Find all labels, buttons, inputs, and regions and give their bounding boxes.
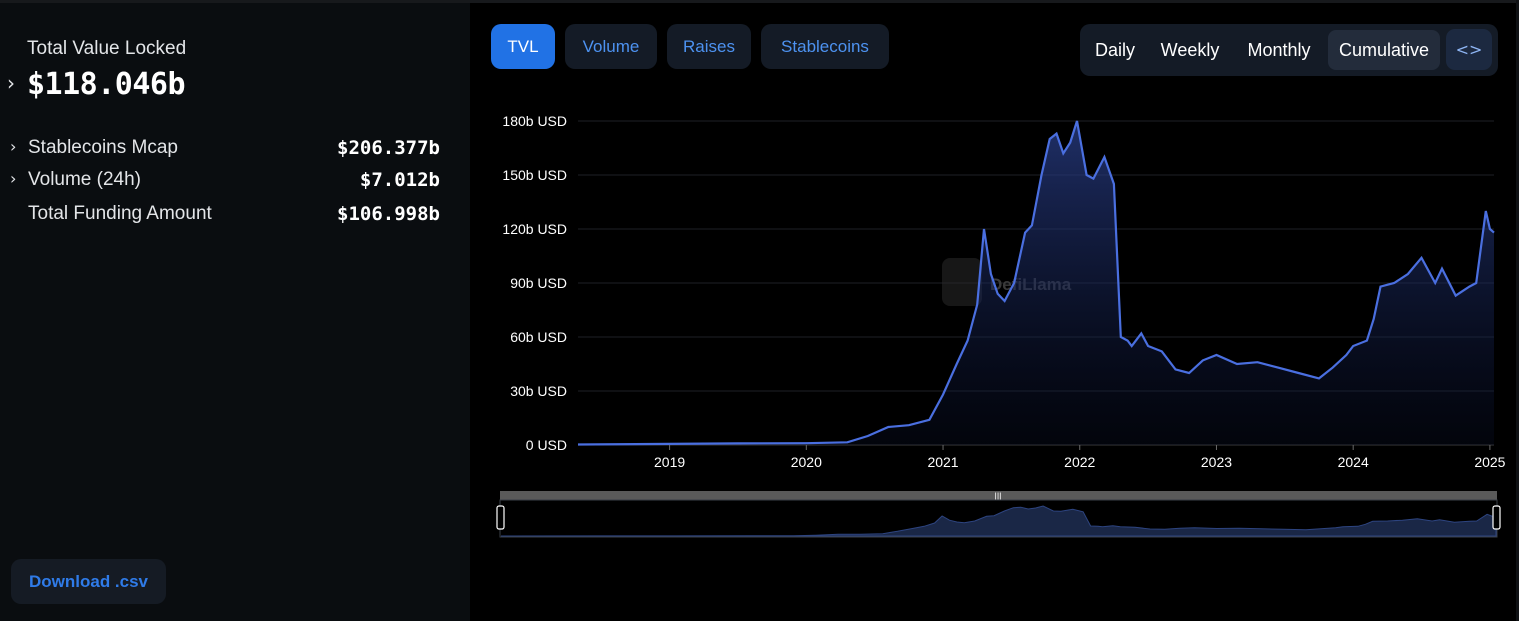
x-tick-label: 2024 <box>1338 454 1369 470</box>
tab-tvl[interactable]: TVL <box>491 24 555 69</box>
metric-label: Stablecoins Mcap <box>28 137 178 158</box>
x-tick-label: 2021 <box>927 454 958 470</box>
metric-row-stablecoins[interactable]: › Stablecoins Mcap $206.377b <box>0 137 440 163</box>
tvl-label: Total Value Locked <box>27 38 187 59</box>
navigator-top-bar[interactable] <box>500 491 1497 500</box>
metric-label: Total Funding Amount <box>28 203 212 224</box>
metric-row-volume[interactable]: › Volume (24h) $7.012b <box>0 169 440 195</box>
y-tick-label: 0 USD <box>526 437 567 453</box>
x-tick-label: 2020 <box>791 454 822 470</box>
watermark-text: DefiLlama <box>990 275 1072 294</box>
chevron-right-icon[interactable]: › <box>7 71 15 95</box>
x-tick-label: 2025 <box>1474 454 1505 470</box>
period-daily[interactable]: Daily <box>1094 39 1135 60</box>
metric-value: $106.998b <box>337 203 440 225</box>
navigator-window[interactable] <box>499 499 1498 538</box>
tvl-line <box>577 120 1495 446</box>
tab-raises[interactable]: Raises <box>667 24 751 69</box>
drag-grip-icon[interactable]: ||| <box>994 491 1001 501</box>
tvl-area <box>578 121 1494 445</box>
y-tick-label: 90b USD <box>510 275 567 291</box>
metric-value: $206.377b <box>337 137 440 159</box>
navigator-right-handle[interactable] <box>1492 505 1501 530</box>
chevron-right-icon[interactable]: › <box>10 137 17 156</box>
y-tick-label: 150b USD <box>502 167 567 183</box>
summary-panel: Total Value Locked › $118.046b › Stablec… <box>0 3 470 621</box>
tab-volume[interactable]: Volume <box>565 24 657 69</box>
chart-tabs: TVL Volume Raises Stablecoins <box>491 24 889 69</box>
navigator-left-handle[interactable] <box>496 505 505 530</box>
y-tick-label: 180b USD <box>502 113 567 129</box>
chevron-right-icon[interactable]: › <box>10 169 17 188</box>
tab-stablecoins[interactable]: Stablecoins <box>761 24 889 69</box>
period-selector: Daily Weekly Monthly Cumulative <box>1080 24 1498 76</box>
period-weekly[interactable]: Weekly <box>1160 39 1220 60</box>
code-icon[interactable]: <> <box>1446 29 1492 70</box>
x-tick-label: 2022 <box>1064 454 1095 470</box>
x-tick-label: 2019 <box>654 454 685 470</box>
y-tick-label: 30b USD <box>510 383 567 399</box>
metric-label: Volume (24h) <box>28 169 142 190</box>
llama-logo-icon <box>942 258 982 306</box>
y-tick-label: 120b USD <box>502 221 567 237</box>
metric-value: $7.012b <box>359 169 440 191</box>
metric-row-funding: Total Funding Amount $106.998b <box>0 203 440 229</box>
tvl-value[interactable]: $118.046b <box>27 67 186 102</box>
window-top-edge <box>0 0 1519 3</box>
navigator-preview <box>500 505 1497 537</box>
download-csv-button[interactable]: Download .csv <box>11 559 166 604</box>
range-navigator[interactable]: ||| <box>496 491 1501 538</box>
period-monthly[interactable]: Monthly <box>1247 39 1311 60</box>
defillama-watermark: DefiLlama <box>942 258 1072 306</box>
y-tick-label: 60b USD <box>510 329 567 345</box>
x-tick-label: 2023 <box>1201 454 1232 470</box>
window-right-edge <box>1516 0 1519 621</box>
period-cumulative[interactable]: Cumulative <box>1328 30 1440 70</box>
